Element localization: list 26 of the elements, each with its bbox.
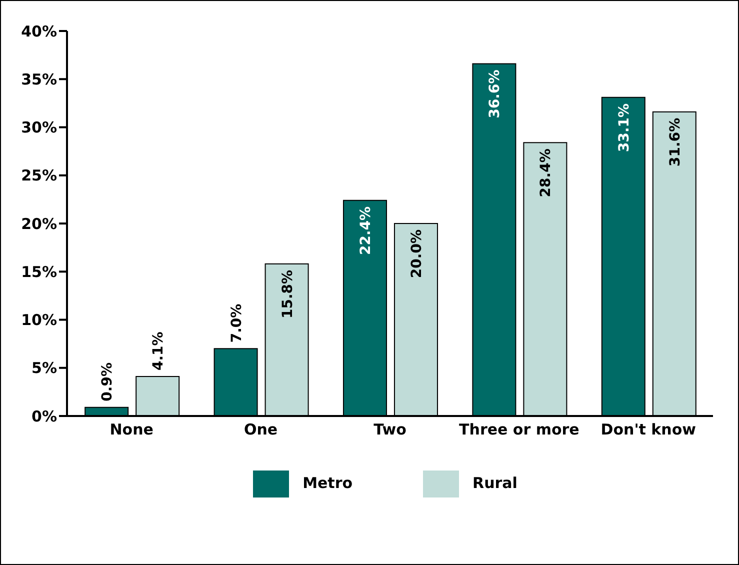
y-tick-label: 35% xyxy=(21,70,57,88)
y-tick-label: 30% xyxy=(21,118,57,137)
data-label: 20.0% xyxy=(408,230,425,278)
x-tick-label: Three or more xyxy=(459,420,580,439)
data-label: 15.8% xyxy=(280,270,296,319)
data-label: 22.4% xyxy=(358,206,374,255)
data-label: 28.4% xyxy=(538,148,554,198)
y-tick-label: 0% xyxy=(32,407,57,426)
data-label: 0.9% xyxy=(100,362,116,402)
data-label: 4.1% xyxy=(150,332,167,371)
y-tick-label: 40% xyxy=(21,22,57,40)
legend-label: Rural xyxy=(472,474,518,492)
data-label: 31.6% xyxy=(667,118,684,166)
data-label: 33.1% xyxy=(616,103,632,152)
x-tick-label: None xyxy=(110,420,154,439)
x-tick-label: Two xyxy=(374,420,406,439)
x-tick-label: One xyxy=(244,420,278,439)
y-tick-label: 10% xyxy=(21,311,57,330)
y-tick-label: 15% xyxy=(21,262,57,281)
y-tick-label: 5% xyxy=(32,359,57,378)
data-label: 36.6% xyxy=(487,70,504,118)
data-label: 7.0% xyxy=(228,304,245,343)
x-tick-label: Don't know xyxy=(600,420,696,439)
y-tick-label: 25% xyxy=(21,166,57,185)
y-tick-label: 20% xyxy=(21,214,57,233)
legend-label: Metro xyxy=(302,474,353,492)
